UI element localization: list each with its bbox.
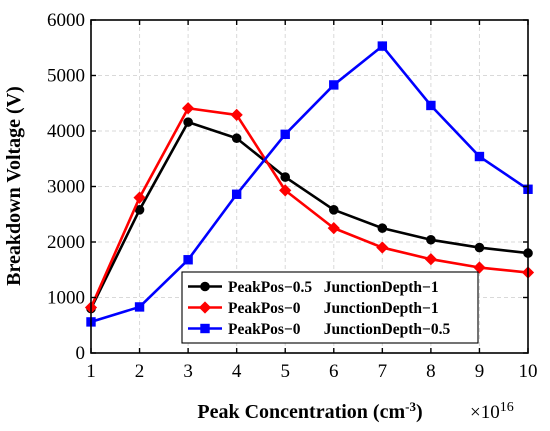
x-tick-label: 9	[475, 361, 485, 382]
data-point-s1-7	[377, 223, 388, 233]
series-line-1	[89, 120, 529, 310]
legend-box	[181, 271, 479, 344]
y-tick-label: 4000	[47, 121, 85, 142]
data-point-s3-2	[134, 302, 145, 312]
data-point-s3-4	[231, 189, 242, 199]
y-tick-label: 6000	[47, 10, 85, 31]
data-point-s2-4	[230, 108, 243, 122]
x-tick-label: 8	[426, 361, 436, 382]
data-point-s1-9	[474, 242, 485, 253]
y-tick-label: 3000	[47, 177, 85, 198]
x-tick-label: 3	[183, 361, 193, 382]
x-axis-multiplier-base: ×10	[470, 402, 500, 423]
data-point-s2-7	[376, 241, 389, 254]
data-point-s1-4	[231, 133, 242, 144]
y-tick-label: 0	[76, 343, 86, 364]
data-point-s3-5	[280, 129, 290, 140]
x-tick-label: 5	[280, 361, 290, 382]
legend-label: PeakPos−0 JunctionDepth−0.5	[228, 321, 450, 338]
data-point-s1-6	[328, 205, 339, 215]
x-tick-label: 2	[135, 361, 145, 382]
legend-item-3: PeakPos−0 JunctionDepth−0.5	[188, 321, 450, 338]
x-tick-label: 1	[86, 361, 96, 382]
legend-swatch-marker	[198, 301, 212, 314]
data-point-s2-9	[473, 261, 486, 274]
data-point-s3-7	[377, 41, 388, 51]
x-tick-label: 4	[232, 361, 242, 382]
data-point-s3-3	[183, 255, 193, 265]
data-point-s2-8	[424, 253, 437, 266]
x-tick-label: 10	[519, 361, 538, 382]
data-point-s2-3	[182, 102, 195, 115]
legend: PeakPos−0.5 JunctionDepth−1 PeakPos−0 Jun…	[181, 271, 479, 344]
series-2	[84, 102, 535, 314]
data-point-s3-8	[426, 100, 436, 111]
x-axis-multiplier-exponent: 16	[500, 400, 514, 415]
y-tick-label: 1000	[47, 288, 85, 309]
data-point-s1-3	[183, 117, 193, 127]
x-axis-label-tail: )	[416, 401, 423, 423]
legend-item-1: PeakPos−0.5 JunctionDepth−1	[188, 279, 439, 296]
data-point-s3-9	[474, 151, 485, 162]
x-axis-label-main: Peak Concentration (cm	[197, 401, 405, 423]
x-tick-label: 6	[329, 361, 339, 382]
x-axis-multiplier: ×1016	[470, 400, 514, 424]
legend-item-2: PeakPos−0 JunctionDepth−1	[188, 300, 439, 317]
series-line-2	[89, 106, 529, 309]
data-point-s1-5	[280, 172, 291, 182]
legend-swatch-marker	[200, 281, 210, 292]
legend-swatch-marker	[200, 323, 210, 334]
series-line-3	[90, 44, 529, 324]
axis-ticks: 1 2 3 4 5 6 7 8 9 10 0 1000 2000 3000 4000 5000 6000	[47, 10, 538, 382]
y-axis-label: Breakdown Voltage (V)	[3, 86, 25, 286]
x-axis-label-superscript: -3	[405, 399, 416, 414]
legend-label: PeakPos−0.5 JunctionDepth−1	[228, 279, 439, 296]
y-tick-label: 5000	[47, 66, 85, 87]
legend-label: PeakPos−0 JunctionDepth−1	[228, 300, 439, 317]
data-point-s2-2	[133, 191, 146, 204]
data-point-s2-5	[279, 184, 292, 197]
series-layer	[84, 41, 535, 327]
data-point-s2-6	[327, 222, 340, 235]
data-point-s1-8	[426, 234, 436, 245]
data-point-s3-6	[329, 80, 339, 90]
x-tick-label: 7	[378, 361, 388, 382]
y-tick-label: 2000	[47, 232, 85, 253]
x-axis-label: Peak Concentration (cm-3)	[197, 399, 422, 424]
